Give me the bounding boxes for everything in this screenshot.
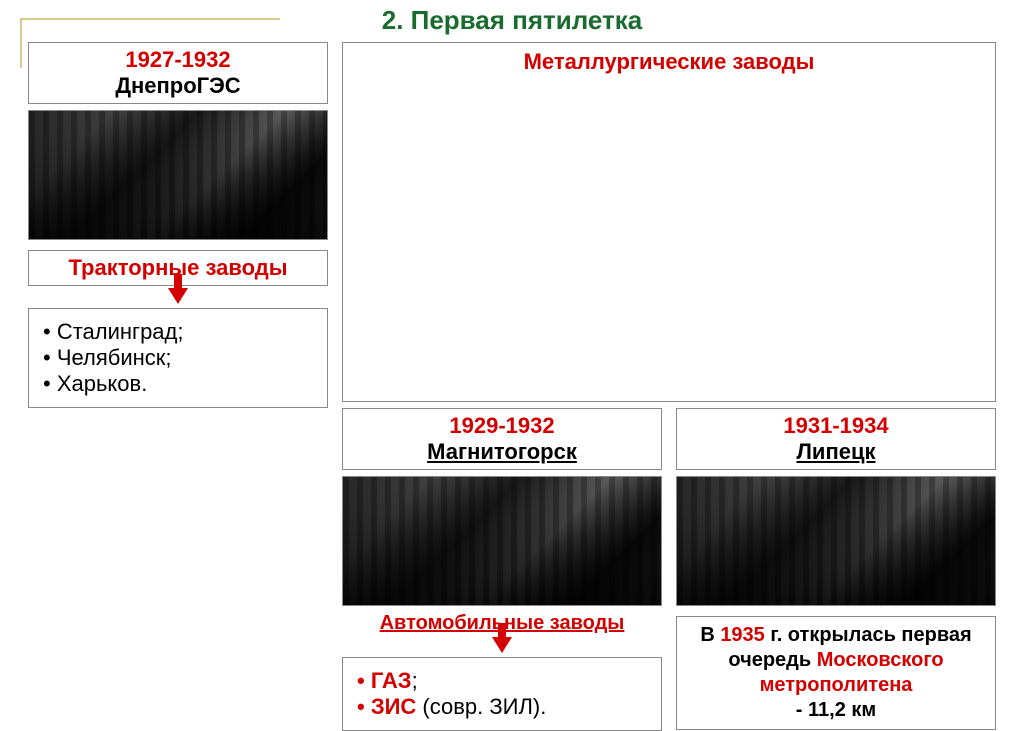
- magnitogorsk-photo: [342, 476, 662, 606]
- metro-text-3: - 11,2 км: [796, 699, 876, 721]
- tractor-plants-list: • Сталинград; • Челябинск; • Харьков.: [28, 308, 328, 408]
- metro-year: 1935: [720, 624, 765, 646]
- magnitogorsk-header-box: 1929-1932 Магнитогорск: [342, 408, 662, 470]
- metro-info-box: В 1935 г. открылась первая очередь Моско…: [676, 616, 996, 730]
- lipetsk-name: Липецк: [683, 439, 989, 465]
- metallurgy-header-label: Металлургические заводы: [524, 49, 815, 74]
- dneproges-header-box: 1927-1932 ДнепроГЭС: [28, 42, 328, 104]
- list-item: • ГАЗ;: [357, 668, 647, 694]
- magnitogorsk-years: 1929-1932: [349, 413, 655, 439]
- list-item: • ЗИС (совр. ЗИЛ).: [357, 694, 647, 720]
- list-item: • Сталинград;: [43, 319, 313, 345]
- column-magnitogorsk: 1929-1932 Магнитогорск Автомобильные зав…: [342, 408, 662, 731]
- column-lipetsk: 1931-1934 Липецк В 1935 г. открылась пер…: [676, 408, 996, 731]
- metallurgy-header-box: Металлургические заводы: [342, 42, 996, 402]
- lipetsk-photo: [676, 476, 996, 606]
- lipetsk-years: 1931-1934: [683, 413, 989, 439]
- dneproges-years: 1927-1932: [35, 47, 321, 73]
- list-item: • Харьков.: [43, 371, 313, 397]
- arrow-down-icon: [168, 288, 188, 304]
- auto-plants-list: • ГАЗ; • ЗИС (совр. ЗИЛ).: [342, 657, 662, 731]
- slide-title: 2. Первая пятилетка: [0, 5, 1024, 36]
- arrow-down-icon: [492, 637, 512, 653]
- dneproges-photo: [28, 110, 328, 240]
- column-dneproges: 1927-1932 ДнепроГЭС Тракторные заводы • …: [28, 42, 328, 408]
- list-item: • Челябинск;: [43, 345, 313, 371]
- magnitogorsk-name: Магнитогорск: [349, 439, 655, 465]
- dneproges-name: ДнепроГЭС: [35, 73, 321, 99]
- content-grid: 1927-1932 ДнепроГЭС Тракторные заводы • …: [28, 42, 996, 731]
- lipetsk-header-box: 1931-1934 Липецк: [676, 408, 996, 470]
- metro-text-1: В: [700, 624, 720, 646]
